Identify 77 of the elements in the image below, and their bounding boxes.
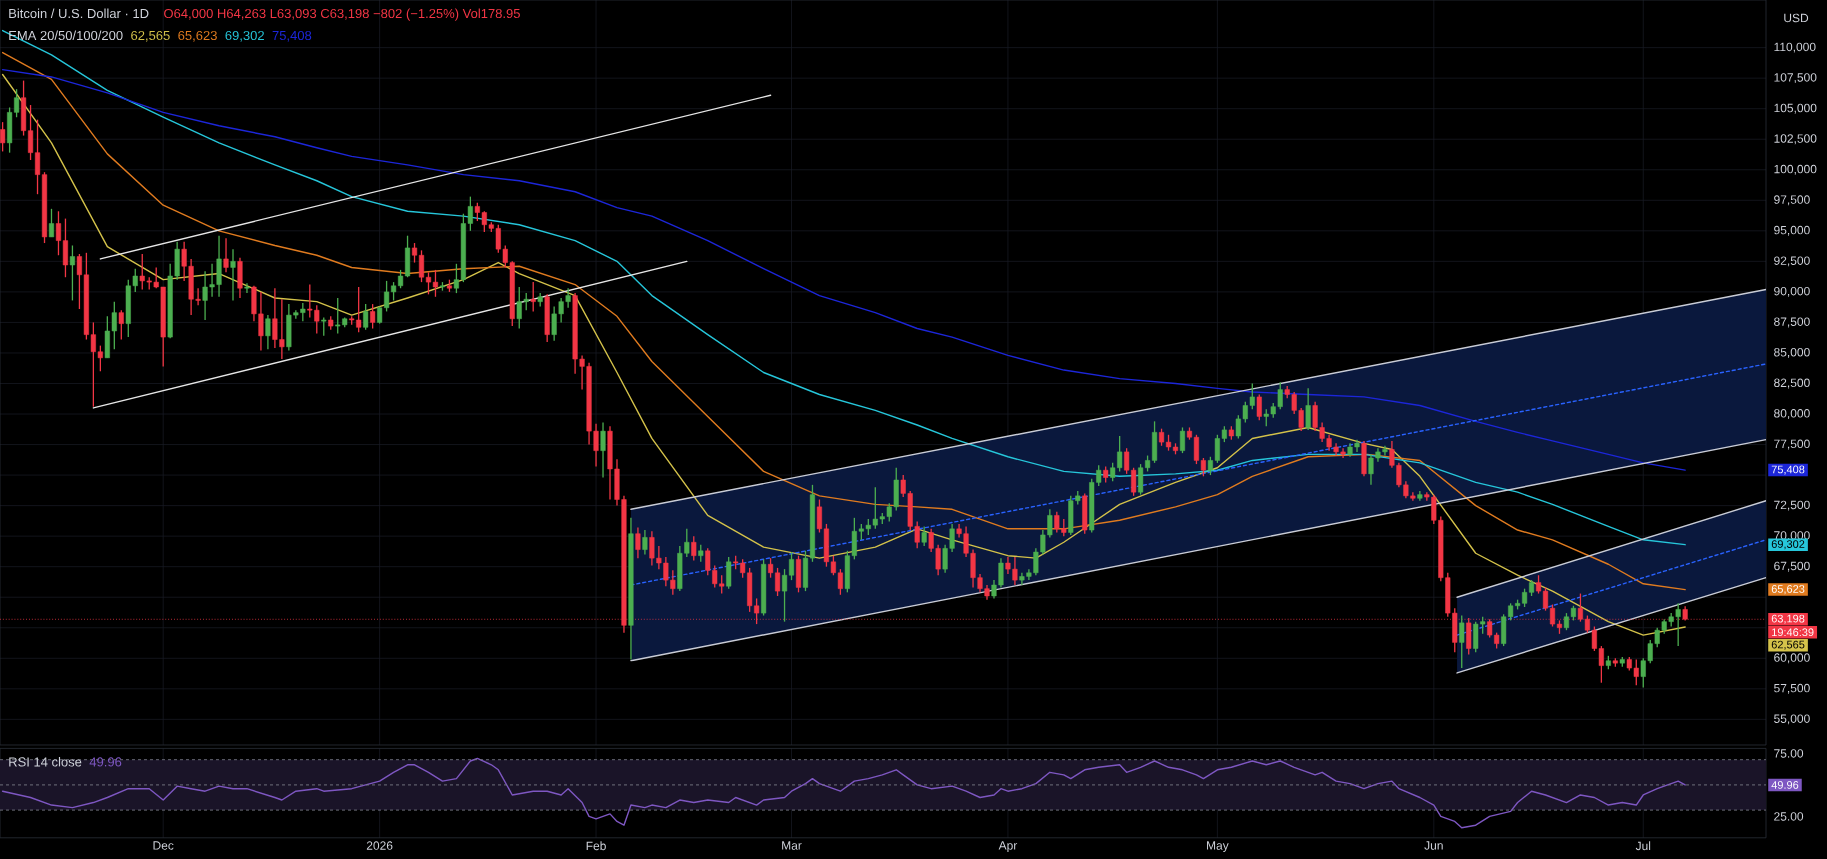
candlestick <box>411 242 418 264</box>
text: 19:46:39 <box>1772 628 1814 637</box>
y-tick-label: 85,000 <box>1774 348 1810 358</box>
y-tick-label: 110,000 <box>1774 42 1816 53</box>
y-tick-label: 95,000 <box>1774 225 1810 236</box>
candlestick <box>425 271 432 295</box>
text: O64,000 H64,263 L63,093 C63,198 −802 (−1.25%) Vol178.95 <box>164 8 520 21</box>
candlestick <box>48 208 55 238</box>
candlestick <box>244 282 250 294</box>
y-tick-label: 107,500 <box>1774 73 1817 84</box>
candlestick <box>321 316 327 337</box>
line-series <box>1 757 1686 829</box>
candlestick <box>691 535 697 562</box>
candlestick <box>363 303 369 331</box>
x-tick-label: Mar <box>782 841 802 850</box>
candlestick <box>1256 393 1262 421</box>
text: 62,565 <box>131 30 170 42</box>
candlestick <box>223 237 229 273</box>
y-tick-label: 25.00 <box>1774 812 1804 821</box>
y-tick-label: 75.00 <box>1774 749 1804 758</box>
line-series <box>1 68 1686 471</box>
candlestick <box>642 529 648 556</box>
x-tick-label: Dec <box>153 841 174 850</box>
y-tick-label: 72,500 <box>1774 500 1810 511</box>
y-tick-label: 80,000 <box>1774 409 1810 419</box>
candlestick <box>1459 614 1465 669</box>
candlestick <box>265 314 271 350</box>
text: Bitcoin / U.S. Dollar · 1D <box>9 8 149 19</box>
candlestick <box>635 526 641 559</box>
y-tick-label: 67,500 <box>1774 561 1810 572</box>
series-label: 49.96 <box>89 757 122 767</box>
y-tick-label: 60,000 <box>1774 653 1810 664</box>
ref-line-label: 63,198 <box>1771 614 1805 624</box>
candlestick <box>1305 387 1311 431</box>
x-tick-label: Apr <box>998 841 1018 853</box>
text: 69,302 <box>225 30 264 42</box>
y-axis-title: USD <box>1784 13 1809 23</box>
candlestick <box>370 303 376 330</box>
x-tick-label: Feb <box>586 841 606 851</box>
y-tick-label: 82,500 <box>1774 378 1810 389</box>
y-tick-label: 102,500 <box>1774 134 1817 145</box>
y-tick-label: 92,500 <box>1774 256 1810 267</box>
candlestick <box>0 121 6 153</box>
text: 75,408 <box>272 30 312 42</box>
text: 49.96 <box>1771 781 1799 789</box>
candlestick <box>1179 426 1186 454</box>
y-tick-label: 100,000 <box>1774 164 1817 175</box>
candlestick <box>530 281 536 313</box>
candlestick <box>1535 574 1542 595</box>
candlestick <box>418 249 425 283</box>
y-tick-label: 87,500 <box>1774 317 1810 328</box>
text: 65,623 <box>178 30 217 42</box>
x-tick-label: 2026 <box>366 841 393 850</box>
text: 62,565 <box>1771 640 1805 650</box>
candlestick <box>788 551 795 581</box>
legend-title: RSI 14 close <box>9 756 82 767</box>
y-tick-label: 105,000 <box>1774 103 1817 114</box>
text: 75,408 <box>1771 465 1805 475</box>
candlestick <box>1542 586 1549 612</box>
candlestick <box>118 309 124 341</box>
candlestick <box>230 248 236 302</box>
x-tick-label: May <box>1207 841 1229 853</box>
candlestick <box>781 568 788 623</box>
x-tick-label: Jun <box>1424 841 1443 850</box>
y-tick-label: 57,500 <box>1774 683 1810 694</box>
x-tick-label: Jul <box>1635 841 1651 851</box>
y-tick-label: 97,500 <box>1774 195 1810 206</box>
candlestick <box>432 269 439 298</box>
text: 65,623 <box>1771 585 1805 595</box>
candlestick <box>34 119 41 195</box>
y-tick-label: 55,000 <box>1774 714 1810 725</box>
candlestick <box>921 525 927 547</box>
candlestick <box>600 421 606 479</box>
y-tick-label: 90,000 <box>1774 286 1810 297</box>
candlestick <box>69 244 75 302</box>
y-tick-label: 77,500 <box>1774 439 1810 450</box>
text: 69,302 <box>1771 540 1805 550</box>
